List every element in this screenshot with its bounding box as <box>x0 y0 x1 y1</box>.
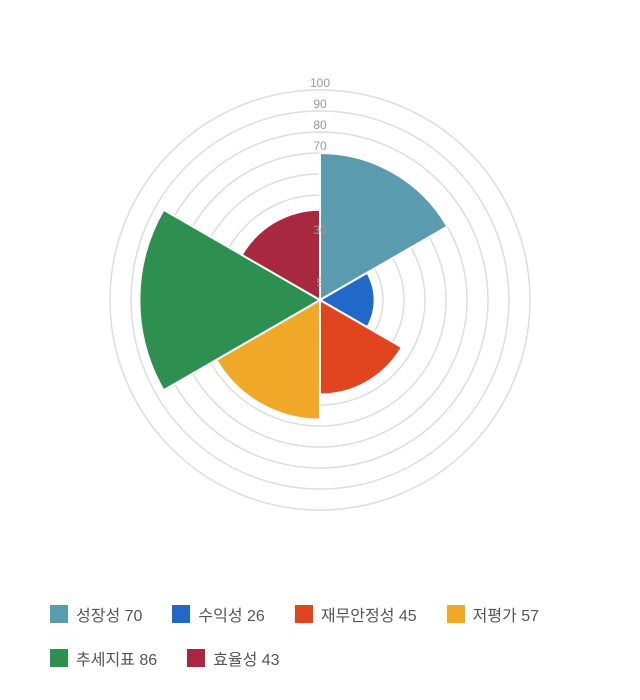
legend-label-4: 추세지표 86 <box>76 646 157 670</box>
legend-item-4: 추세지표 86 <box>50 646 157 670</box>
legend-item-5: 효율성 43 <box>187 646 279 670</box>
axis-label-80: 80 <box>313 118 327 132</box>
legend-item-0: 성장성 70 <box>50 602 142 626</box>
legend-marker-4 <box>50 649 68 667</box>
polar-chart-svg: 5 30 70 80 90 100 <box>0 0 640 700</box>
legend-item-3: 저평가 57 <box>447 602 539 626</box>
axis-label-90: 90 <box>313 97 327 111</box>
legend-marker-1 <box>172 605 190 623</box>
polar-chart-container: 5 30 70 80 90 100 성장성 70 수익성 26 재무안정성 45 저평가 57 추… <box>0 0 640 700</box>
legend-marker-2 <box>295 605 313 623</box>
axis-label-70: 70 <box>313 139 327 153</box>
legend-marker-3 <box>447 605 465 623</box>
axis-label-5: 5 <box>317 276 324 290</box>
legend-label-2: 재무안정성 45 <box>321 602 417 626</box>
legend-label-0: 성장성 70 <box>76 602 142 626</box>
axis-label-100: 100 <box>310 76 330 90</box>
legend-item-2: 재무안정성 45 <box>295 602 417 626</box>
chart-legend: 성장성 70 수익성 26 재무안정성 45 저평가 57 추세지표 86 효율성 43 <box>50 602 590 670</box>
legend-label-1: 수익성 26 <box>198 602 264 626</box>
legend-label-3: 저평가 57 <box>473 602 539 626</box>
legend-marker-0 <box>50 605 68 623</box>
axis-label-30: 30 <box>313 223 327 237</box>
chart-sectors <box>139 153 447 420</box>
legend-label-5: 효율성 43 <box>213 646 279 670</box>
legend-marker-5 <box>187 649 205 667</box>
sector-0 <box>320 153 447 300</box>
legend-item-1: 수익성 26 <box>172 602 264 626</box>
